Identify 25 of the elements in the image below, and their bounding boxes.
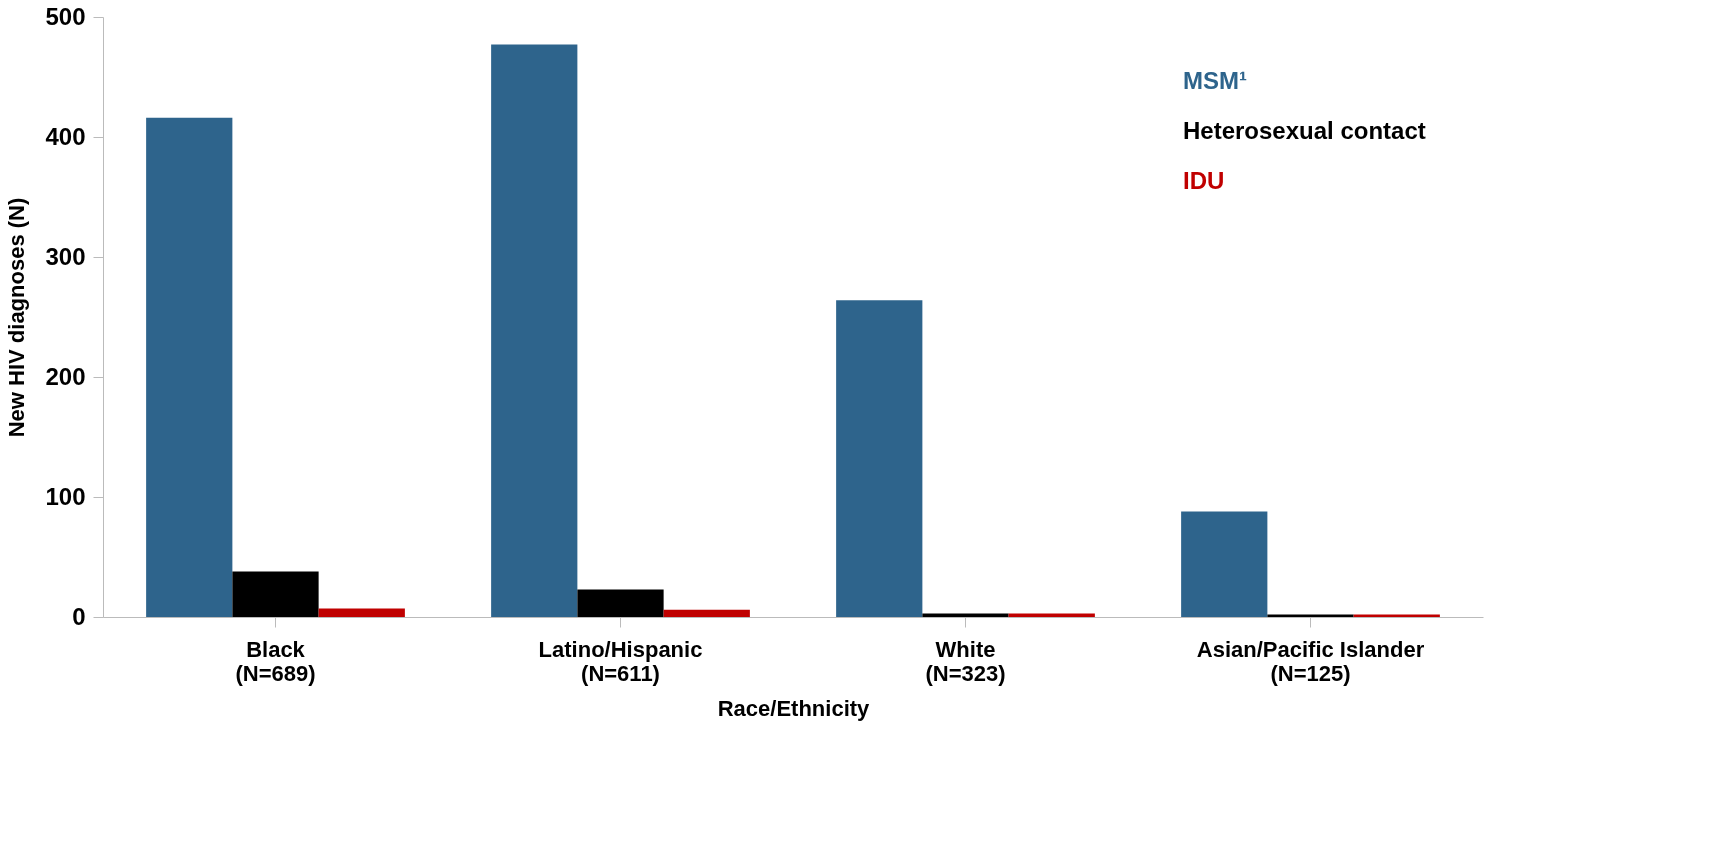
bar <box>146 117 233 617</box>
x-tick-label: Black (N=689) <box>235 636 316 686</box>
y-tick-label: 100 <box>45 482 86 510</box>
y-tick-label: 500 <box>45 2 86 30</box>
bar <box>318 608 405 617</box>
text: IDU <box>1183 167 1225 194</box>
bar <box>1008 613 1095 617</box>
bar <box>232 571 319 617</box>
x-axis-title: Race/Ethnicity <box>717 695 871 721</box>
bar <box>577 589 664 617</box>
y-axis-title: New HIV diagnoses (N) <box>4 197 30 438</box>
bar <box>663 609 750 617</box>
y-tick-label: 0 <box>72 602 86 630</box>
bar <box>836 300 923 617</box>
bar <box>922 613 1009 617</box>
bar <box>1181 511 1268 617</box>
x-tick-label: White (N=323) <box>925 636 1006 686</box>
text: MSM¹ <box>1183 67 1247 94</box>
text: Heterosexual contact <box>1183 117 1426 144</box>
y-tick-label: 400 <box>45 122 86 150</box>
x-tick-label: Asian/Pacific Islander (N=125) <box>1196 636 1425 686</box>
bar <box>491 44 578 617</box>
y-tick-label: 200 <box>45 362 86 390</box>
y-tick-label: 300 <box>45 242 86 270</box>
x-tick-label: Latino/Hispanic (N=611) <box>538 636 703 686</box>
